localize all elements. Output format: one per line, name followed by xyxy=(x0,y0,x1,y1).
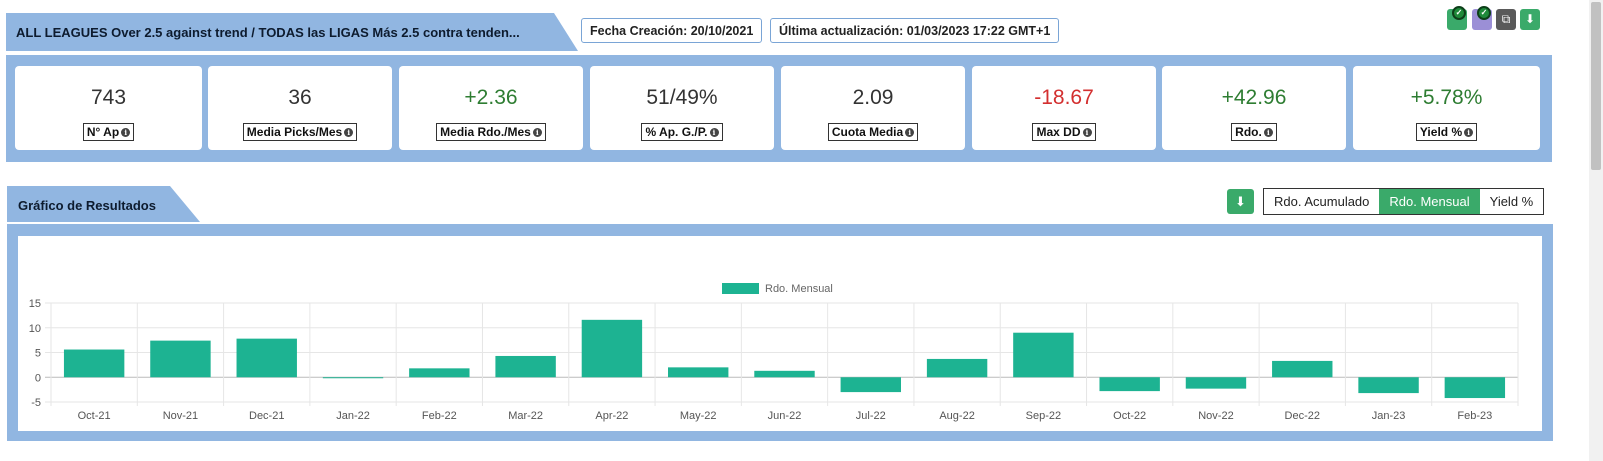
x-tick-label: Nov-22 xyxy=(1198,410,1233,422)
legend-label: Rdo. Mensual xyxy=(765,283,833,295)
strategy-title: ALL LEAGUES Over 2.5 against trend / TOD… xyxy=(16,25,520,40)
stat-card-media-rdo: +2.36 Media Rdo./Mes i xyxy=(399,66,583,150)
bar-sep-22 xyxy=(1013,332,1074,378)
x-tick-label: May-22 xyxy=(680,410,717,422)
stat-value: 36 xyxy=(288,86,312,109)
stat-card-rdo: +42.96 Rdo. i xyxy=(1162,66,1346,150)
copy-button[interactable]: ⧉ xyxy=(1496,9,1516,30)
bar-oct-22 xyxy=(1099,377,1160,392)
stat-label[interactable]: Media Rdo./Mes i xyxy=(436,123,546,141)
check-icon: ✓ xyxy=(1452,6,1466,20)
strategy-title-tab: ALL LEAGUES Over 2.5 against trend / TOD… xyxy=(6,13,578,51)
bar-nov-21 xyxy=(150,340,211,378)
stat-value: 2.09 xyxy=(852,86,894,109)
chart-container: 15 10 5 0 -5 Oct-21 Nov-21 Dec-21 Jan-22 Feb-22 Ma… xyxy=(18,236,1542,431)
chart-section-title: Gráfico de Resultados xyxy=(18,198,156,213)
y-tick-label: 5 xyxy=(35,348,41,360)
scrollbar-thumb[interactable] xyxy=(1591,2,1601,170)
stat-label[interactable]: % Ap. G./P. i xyxy=(641,123,723,141)
stat-card-yield: +5.78% Yield % i xyxy=(1353,66,1540,150)
stat-card-media-picks: 36 Media Picks/Mes i xyxy=(208,66,392,150)
stat-card-max-dd: -18.67 Max DD i xyxy=(972,66,1156,150)
download-icon: ⬇ xyxy=(1235,194,1246,209)
copy-icon: ⧉ xyxy=(1501,12,1511,26)
info-icon: i xyxy=(709,128,719,137)
toggle-rdo-mensual[interactable]: Rdo. Mensual xyxy=(1379,189,1480,214)
bar-aug-22 xyxy=(926,358,988,378)
chart-download-button[interactable]: ⬇ xyxy=(1227,189,1254,214)
stat-value: +2.36 xyxy=(464,86,518,109)
x-tick-label: Jan-23 xyxy=(1372,410,1406,422)
bar-jun-22 xyxy=(754,370,815,378)
x-tick-label: Mar-22 xyxy=(508,410,543,422)
stat-label[interactable]: Rdo. i xyxy=(1231,123,1277,141)
bar-may-22 xyxy=(668,367,729,378)
stat-card-cuota-media: 2.09 Cuota Media i xyxy=(781,66,965,150)
x-tick-label: Aug-22 xyxy=(939,410,974,422)
y-tick-label: 0 xyxy=(35,372,41,384)
toggle-yield[interactable]: Yield % xyxy=(1489,194,1534,209)
x-tick-label: Apr-22 xyxy=(595,410,628,422)
chart-mode-toggle: Rdo. Acumulado Rdo. Mensual Yield % xyxy=(1263,188,1545,215)
x-tick-label: Sep-22 xyxy=(1026,410,1061,422)
y-tick-label: -5 xyxy=(31,397,41,409)
follow-button[interactable]: ✓ xyxy=(1447,6,1467,30)
bar-feb-22 xyxy=(409,368,470,378)
info-icon: i xyxy=(1263,128,1273,137)
legend-swatch xyxy=(722,283,759,294)
stat-label[interactable]: Cuota Media i xyxy=(827,123,919,141)
y-tick-label: 10 xyxy=(29,323,41,335)
info-icon: i xyxy=(532,128,542,137)
monthly-results-chart: 15 10 5 0 -5 Oct-21 Nov-21 Dec-21 Jan-22 Feb-22 Ma… xyxy=(29,283,1519,422)
stat-label[interactable]: N° Ap i xyxy=(82,123,135,141)
stat-label[interactable]: Media Picks/Mes i xyxy=(242,123,358,141)
download-icon: ⬇ xyxy=(1524,12,1536,26)
x-tick-label: Oct-21 xyxy=(78,410,111,422)
chart-panel: 15 10 5 0 -5 Oct-21 Nov-21 Dec-21 Jan-22 Feb-22 Ma… xyxy=(7,224,1553,441)
x-tick-label: Feb-23 xyxy=(1457,410,1492,422)
stat-value: 743 xyxy=(90,86,127,109)
stat-value: 51/49% xyxy=(646,86,718,109)
info-icon: i xyxy=(1464,128,1474,137)
stat-card-n-ap: 743 N° Ap i xyxy=(15,66,202,150)
bar-jul-22 xyxy=(840,377,901,393)
x-tick-label: Dec-22 xyxy=(1285,410,1320,422)
bar-oct-21 xyxy=(63,349,125,378)
info-icon: i xyxy=(1082,128,1092,137)
stat-label[interactable]: Yield % i xyxy=(1415,123,1478,141)
chart-section-tab: Gráfico de Resultados xyxy=(7,186,200,222)
y-tick-label: 15 xyxy=(29,298,41,310)
bar-nov-22 xyxy=(1185,377,1247,389)
stat-value: +5.78% xyxy=(1410,86,1483,109)
x-tick-label: Feb-22 xyxy=(422,410,457,422)
verified-button[interactable]: ✓ xyxy=(1472,6,1492,30)
x-tick-label: Nov-21 xyxy=(163,410,198,422)
bar-dec-21 xyxy=(236,338,297,378)
stat-value: -18.67 xyxy=(1034,86,1094,109)
stat-label[interactable]: Max DD i xyxy=(1032,123,1096,141)
stats-panel: 743 N° Ap i 36 Media Picks/Mes i +2.36 Med… xyxy=(6,55,1552,162)
info-icon: i xyxy=(905,128,915,137)
bar-jan-23 xyxy=(1358,377,1419,394)
x-tick-label: Jan-22 xyxy=(336,410,370,422)
check-icon: ✓ xyxy=(1477,6,1491,20)
x-tick-label: Dec-21 xyxy=(249,410,284,422)
info-icon: i xyxy=(344,128,354,137)
creation-date-badge: Fecha Creación: 20/10/2021 xyxy=(581,18,763,43)
x-tick-label: Oct-22 xyxy=(1113,410,1146,422)
toggle-rdo-acumulado[interactable]: Rdo. Acumulado xyxy=(1274,194,1370,209)
bar-mar-22 xyxy=(495,355,556,378)
last-update-badge: Última actualización: 01/03/2023 17:22 G… xyxy=(770,18,1060,43)
download-button[interactable]: ⬇ xyxy=(1520,9,1540,30)
info-icon: i xyxy=(121,128,131,137)
x-tick-label: Jun-22 xyxy=(768,410,802,422)
bar-jan-22 xyxy=(322,377,384,379)
bar-apr-22 xyxy=(581,319,643,378)
x-tick-label: Jul-22 xyxy=(856,410,886,422)
bar-feb-23 xyxy=(1444,377,1506,399)
stat-value: +42.96 xyxy=(1221,86,1287,109)
bar-dec-22 xyxy=(1272,360,1333,378)
stat-card-ap-gp: 51/49% % Ap. G./P. i xyxy=(590,66,774,150)
